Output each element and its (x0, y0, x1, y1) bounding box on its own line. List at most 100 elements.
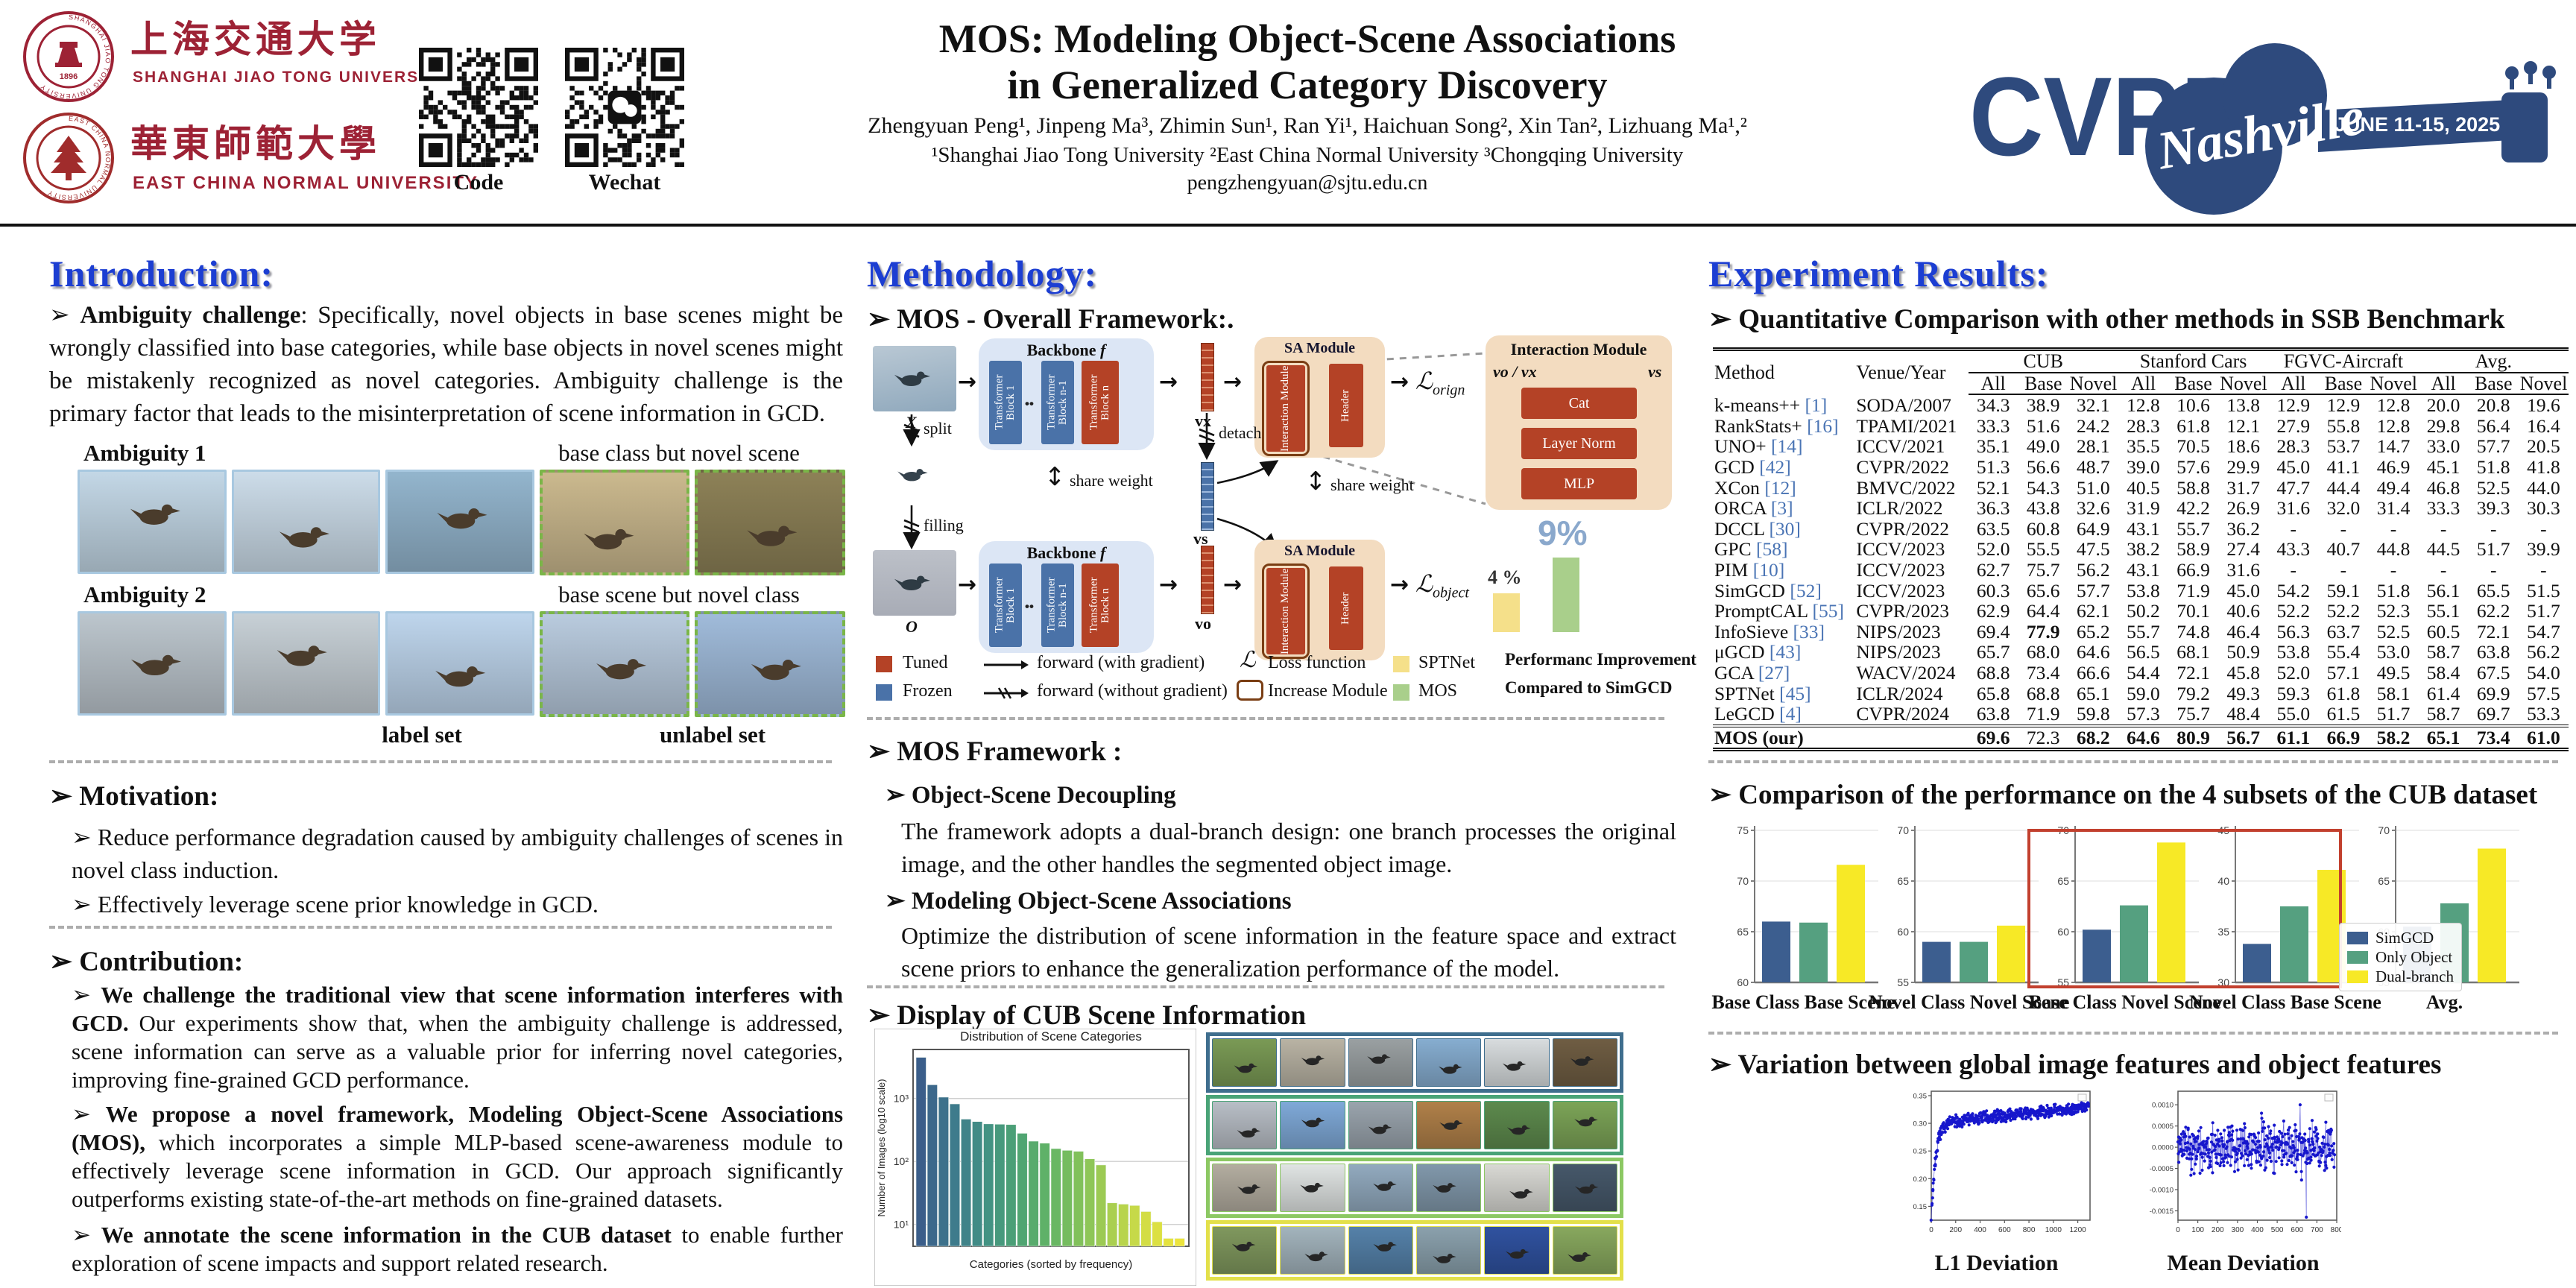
contribution-item-1: ➢ We challenge the traditional view that… (72, 982, 843, 1093)
bird-image (231, 470, 381, 574)
subset-label-2: Novel Class Novel Scene (1869, 991, 2070, 1013)
ambiguity-paragraph: ➢ Ambiguity challenge: Specifically, nov… (49, 300, 843, 431)
subsets-chart-legend: SimGCD Only Object Dual-branch (2339, 923, 2462, 991)
svg-text:10¹: 10¹ (894, 1219, 909, 1231)
bird-image (1415, 1101, 1482, 1149)
bird-image (1280, 1164, 1345, 1212)
bird-image (695, 611, 845, 717)
qr-code-label: Code (453, 170, 504, 195)
methodology-column: Methodology: ➢ MOS - Overall Framework:. (867, 246, 1696, 1288)
bird-image (1552, 1101, 1617, 1149)
bird-image (1212, 1038, 1278, 1087)
divider (867, 985, 1664, 988)
share-weight-label: share weight (1330, 476, 1414, 494)
svg-text:700: 700 (2311, 1226, 2323, 1234)
svg-text:65: 65 (1897, 875, 1909, 887)
backbone-top: Backbone f Transformer Block 1 •• Transf… (979, 338, 1154, 450)
svg-text:400: 400 (2251, 1226, 2264, 1234)
svg-text:70: 70 (1737, 875, 1749, 887)
qr-wechat-label: Wechat (588, 170, 661, 195)
table-row: PromptCAL [55] CVPR/2023 62.9 64.4 62.1 50.2 7… (1714, 600, 2560, 622)
bird-image (1348, 1164, 1413, 1212)
bird-image (78, 470, 227, 574)
svg-text:70: 70 (2378, 824, 2390, 836)
cub-scene-image-grid (1206, 1032, 1623, 1283)
arrow-icon: → (1223, 369, 1243, 395)
dates-text: JUNE 11-15, 2025 (2334, 113, 2500, 136)
sptnet-bar (1493, 593, 1520, 632)
object-scene-decoupling-heading: ➢ Object-Scene Decoupling (885, 782, 1176, 809)
ambiguity1-images (78, 470, 845, 575)
increase-module-swatch (1237, 680, 1263, 701)
table-row: LeGCD [4] CVPR/2024 63.8 71.9 59.8 57.3 75.7 48… (1714, 703, 2560, 725)
affiliations: ¹Shanghai Jiao Tong University ²East Chi… (931, 143, 1684, 167)
subset-label-3: Base Class Novel Scene (2029, 991, 2221, 1013)
share-weight-arrow-icon: ↕ (1044, 462, 1066, 492)
mos-bar (1553, 558, 1579, 632)
svg-text:600: 600 (1998, 1226, 2011, 1234)
svg-text:0.0000: 0.0000 (2152, 1144, 2174, 1152)
sjtu-cn-name: 上海交通大学 (130, 18, 381, 61)
loss-orign: ℒorign (1415, 367, 1465, 399)
contribution-heading: ➢ Contribution: (49, 947, 244, 977)
ambiguity2-images (78, 611, 845, 717)
table-row: InfoSieve [33] NIPS/2023 69.4 77.9 65.2 55.7 7… (1714, 620, 2560, 643)
bird-image (385, 470, 534, 574)
modeling-associations-heading: ➢ Modeling Object-Scene Associations (885, 888, 1292, 915)
bird-image (1348, 1101, 1413, 1149)
bird-image (1348, 1038, 1413, 1087)
qr-code-code (419, 48, 538, 167)
authors: Zhengyuan Peng¹, Jinpeng Ma³, Zhimin Sun… (868, 113, 1747, 138)
svg-text:0.15: 0.15 (1913, 1203, 1928, 1211)
motivation-heading: ➢ Motivation: (49, 781, 219, 812)
svg-text:500: 500 (2271, 1226, 2284, 1234)
ecnu-seal-icon: EAST CHINA NORMAL UNIVERSITY (23, 113, 114, 203)
unlabel-set-caption: unlabel set (659, 722, 766, 748)
segmented-bird (883, 447, 946, 502)
bird-image (1552, 1038, 1617, 1087)
svg-text:-0.0010: -0.0010 (2150, 1187, 2174, 1195)
svg-text:-0.0005: -0.0005 (2150, 1165, 2174, 1173)
ecnu-cn-name: 華東師範大學 (130, 122, 381, 165)
table-row: SPTNet [45] ICLR/2024 65.8 68.8 65.1 59.0 79.2… (1714, 682, 2560, 704)
scene-distribution-chart: Distribution of Scene Categories 10¹ 10² 10… (874, 1028, 1197, 1287)
sptnet-improvement: 4 % (1488, 566, 1522, 588)
vx-label: vx (1195, 411, 1211, 430)
sjtu-year: 1896 (60, 72, 78, 81)
subset-chart-2: 55 60 65 70 (1897, 824, 2039, 988)
svg-text:70: 70 (1897, 824, 1909, 836)
bird-image (78, 611, 227, 716)
svg-text:300: 300 (2232, 1226, 2244, 1234)
cub-grid-row (1206, 1095, 1623, 1155)
table-row: k-means++ [1] SODA/2007 34.3 38.9 32.1 12.8 10… (1714, 394, 2560, 417)
ambiguity1-label: Ambiguity 1 (83, 440, 206, 466)
table-row: UNO+ [14] ICCV/2021 35.1 49.0 28.1 35.5 70.5 18… (1714, 435, 2560, 458)
contribution-item-2: ➢ We propose a novel framework, Modeling… (72, 1101, 844, 1213)
arrow-icon: → (1159, 572, 1178, 598)
bird-image (1280, 1101, 1345, 1149)
bullet-icon: ➢ (49, 302, 70, 329)
svg-text:35: 35 (2217, 926, 2229, 938)
cvpr-nashville-logo: CVPR Nashville JUNE 11-15, 2025 (1969, 43, 2556, 215)
detach-label: detach (1219, 423, 1262, 442)
bird-image (1484, 1164, 1550, 1212)
svg-text:0.30: 0.30 (1913, 1120, 1928, 1128)
arrow-icon: → (958, 369, 977, 395)
bird-image (1415, 1038, 1482, 1087)
cub-grid-row (1206, 1032, 1623, 1093)
table-row: GCA [27] WACV/2024 68.8 73.4 66.6 54.4 72.1 45.… (1714, 661, 2560, 684)
svg-text:Number of Images (log10 scale): Number of Images (log10 scale) (876, 1079, 887, 1217)
introduction-column: Introduction: ➢ Ambiguity challenge: Spe… (49, 246, 845, 1288)
svg-text:10³: 10³ (894, 1093, 909, 1105)
mos-swatch (1393, 684, 1409, 701)
svg-text:0: 0 (1929, 1226, 1933, 1234)
cub-grid-row (1206, 1158, 1623, 1218)
bird-image (1280, 1038, 1345, 1087)
svg-text:60: 60 (1897, 926, 1909, 938)
mos-framework-heading: ➢ MOS Framework : (867, 736, 1123, 767)
svg-text:Distribution of Scene Categori: Distribution of Scene Categories (960, 1029, 1142, 1044)
vo-label: vo (1195, 614, 1211, 633)
svg-text:-0.0015: -0.0015 (2150, 1208, 2174, 1216)
svg-text:0: 0 (2176, 1226, 2180, 1234)
svg-text:40: 40 (2217, 875, 2229, 887)
